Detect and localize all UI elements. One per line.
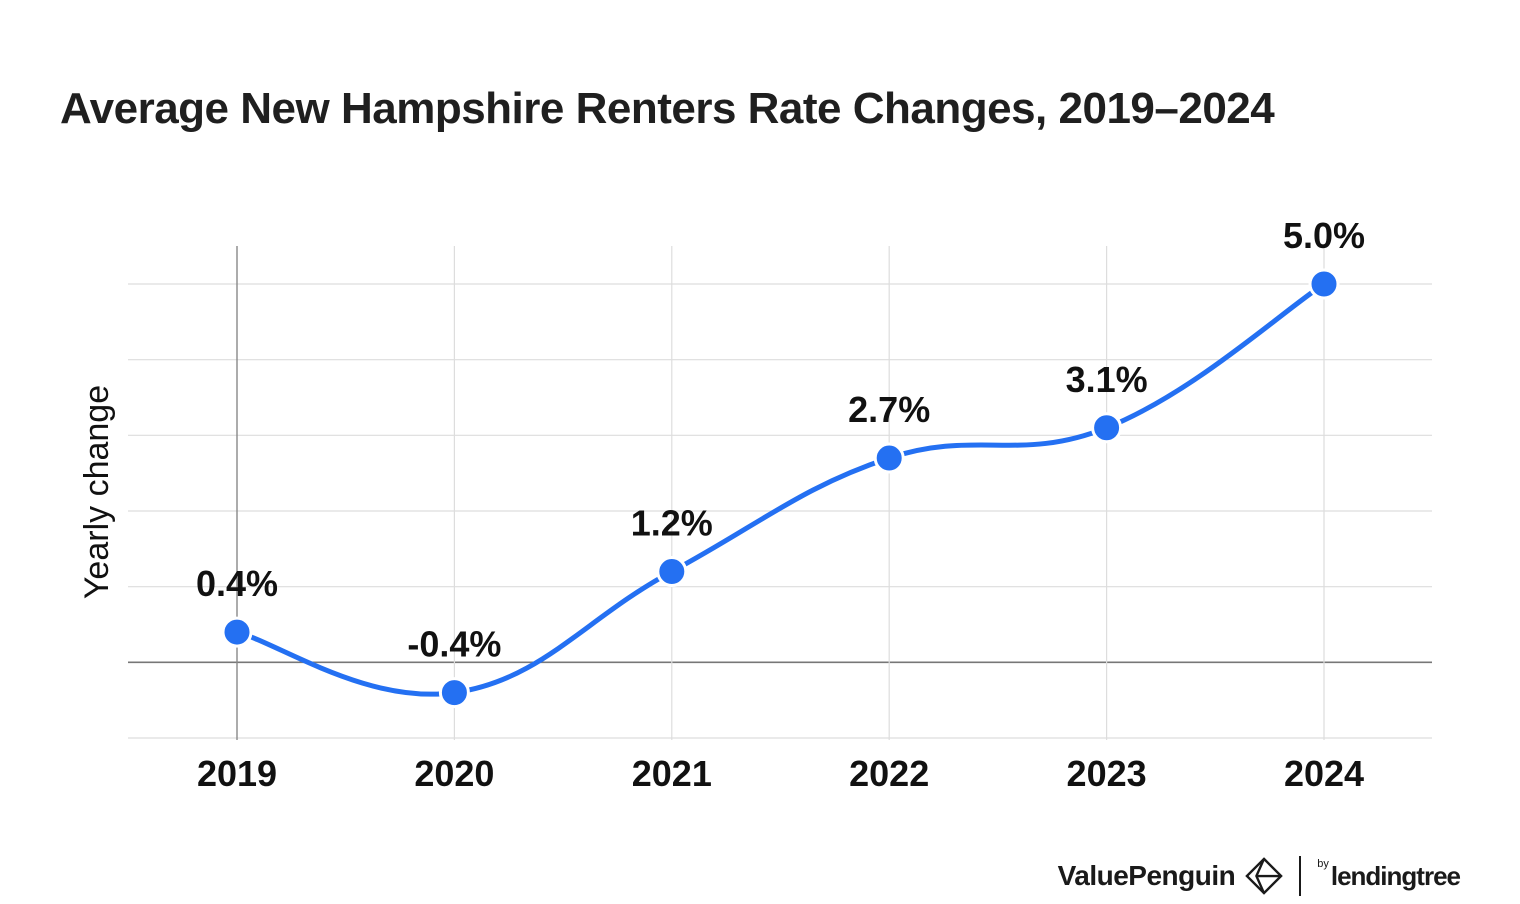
partner-name: lendingtree	[1330, 860, 1461, 891]
series-line	[234, 281, 1327, 697]
data-point[interactable]	[656, 556, 688, 588]
data-point[interactable]	[873, 442, 905, 474]
label-layer: 0.4% -0.4% 1.2% 2.7% 3.1% 5.0% 2019 2020 2021 202…	[196, 215, 1365, 794]
y-axis-label: Yearly change	[78, 385, 116, 599]
data-point[interactable]	[438, 677, 470, 709]
brand-by-text: by	[1317, 858, 1329, 870]
data-point[interactable]	[1091, 412, 1123, 444]
data-label: 3.1%	[1066, 359, 1148, 400]
x-tick-label: 2022	[849, 753, 929, 794]
penguin-logo-icon	[1245, 857, 1284, 895]
data-label: 0.4%	[196, 563, 278, 604]
data-label: 5.0%	[1283, 215, 1365, 256]
brand-name: ValuePenguin	[1057, 860, 1236, 891]
data-label: 1.2%	[631, 503, 713, 544]
x-tick-label: 2024	[1284, 753, 1364, 794]
brand-logo: ValuePenguin by lendingtree	[1057, 856, 1461, 896]
data-label: -0.4%	[407, 624, 501, 665]
data-label: 2.7%	[848, 389, 930, 430]
x-tick-label: 2023	[1067, 753, 1147, 794]
data-point[interactable]	[221, 616, 253, 648]
data-point[interactable]	[1308, 268, 1340, 300]
grid-layer	[128, 246, 1432, 740]
x-tick-label: 2019	[197, 753, 277, 794]
x-tick-label: 2020	[414, 753, 494, 794]
brand-divider	[1299, 856, 1302, 896]
x-tick-label: 2021	[632, 753, 712, 794]
series-layer	[221, 268, 1340, 709]
chart-title: Average New Hampshire Renters Rate Chang…	[60, 84, 1275, 133]
